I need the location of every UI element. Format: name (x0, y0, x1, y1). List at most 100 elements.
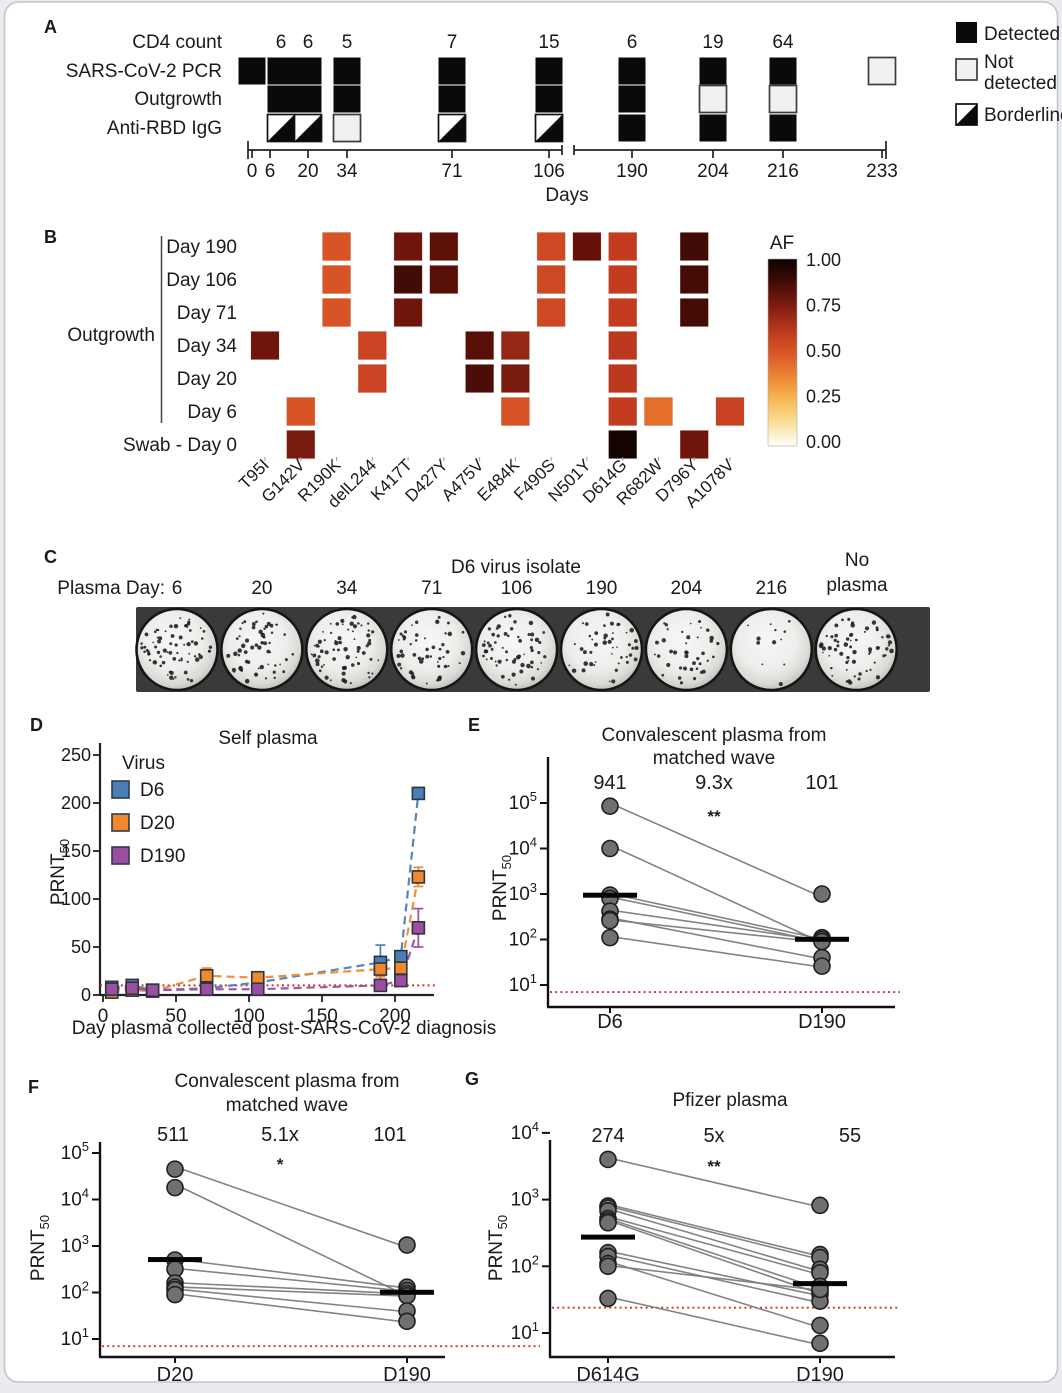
plaque-dot (543, 655, 547, 659)
plaque-dot (853, 675, 856, 678)
plaque-dot (442, 655, 445, 659)
plaque-dot (611, 637, 614, 641)
plaque-dot (887, 640, 893, 645)
fold-change: 9.3x (695, 772, 733, 794)
grid-square-detected (535, 57, 563, 85)
plaque-dot (834, 633, 839, 638)
plaque-dot (340, 618, 345, 623)
row-label-cd4: CD4 count (132, 32, 222, 53)
x-tick-label: 100 (233, 1006, 265, 1027)
plaque-dot (666, 662, 671, 668)
plaque-dot (616, 646, 618, 648)
heatmap-cell (608, 430, 638, 459)
plaque-dot (143, 650, 146, 654)
plaque-dot (581, 622, 585, 625)
legend-swatch-d6 (111, 780, 130, 799)
plaque-dot (267, 663, 270, 666)
plaque-dot (245, 638, 250, 643)
heatmap-cell (679, 265, 709, 294)
x-tick-label: 0 (98, 1006, 109, 1027)
y-tick-label: 50 (71, 937, 91, 957)
plaque-dot (863, 630, 866, 633)
plaque-dot (458, 662, 461, 665)
plaque-dot (517, 635, 520, 639)
plaque-dot (208, 645, 213, 649)
plaque-dot (264, 677, 268, 680)
legend-label-not-detected-line1: Not (984, 52, 1014, 73)
plaque-dot (681, 630, 684, 634)
heatmap-cell (644, 397, 673, 426)
category-label-d190: D190 (796, 1364, 844, 1386)
plaque-dot (887, 644, 890, 647)
data-point-right (813, 957, 831, 975)
plaque-dot (698, 662, 702, 666)
panel-g: G Pfizer plasma PRNT50 274 5x 55 ** D614… (465, 1069, 900, 1386)
y-tick-label: 150 (61, 841, 91, 861)
pair-line (614, 1220, 814, 1288)
plaque-dot (484, 649, 489, 654)
plaque-dot (858, 672, 862, 676)
plaque-dot (530, 676, 536, 681)
plaque-dot (318, 645, 320, 648)
plaque-dot (830, 666, 833, 670)
plaque-dot (399, 632, 403, 636)
plaque-dot (517, 654, 521, 659)
plaque-dot (871, 620, 877, 625)
heatmap-cell (322, 232, 351, 261)
plaque-dot (159, 655, 162, 658)
plaque-dot (701, 651, 705, 656)
category-label-d20: D20 (157, 1364, 194, 1386)
heatmap-cell (429, 232, 459, 261)
plaque-dot (186, 660, 189, 664)
y-tick-label: 105 (61, 1139, 89, 1164)
legend-swatch-not-detected (955, 58, 978, 81)
grid-square-detected (769, 114, 797, 142)
plaque-dot (661, 638, 666, 643)
grid-square-borderline-triangle (438, 114, 466, 142)
data-point-right (398, 1312, 416, 1331)
plaque-dot (849, 645, 853, 649)
plaque-dot (401, 634, 405, 638)
heatmap-row-label: Day 71 (177, 303, 237, 324)
plaque-dot (356, 661, 361, 666)
data-point-d6 (411, 786, 426, 801)
plaque-dot (257, 667, 260, 670)
heatmap-cell (608, 232, 638, 261)
plaque-dot (605, 612, 610, 617)
pair-line (614, 1217, 814, 1274)
plaque-dot (243, 650, 248, 655)
plaque-dot (396, 653, 401, 658)
plaque-dot (514, 683, 517, 686)
category-label-d6: D6 (597, 1011, 623, 1033)
y-tick-label: 105 (509, 789, 537, 814)
significance-marker: ** (707, 1157, 721, 1176)
plaque-dot (367, 671, 370, 675)
plaque-dot (669, 649, 673, 654)
pair-line (614, 1297, 814, 1345)
plaque-dot (324, 650, 329, 655)
pair-line (614, 1251, 814, 1296)
plaque-dot (528, 620, 534, 626)
plaque-dot (656, 654, 661, 658)
plaque-dot (317, 655, 321, 659)
data-point-d190 (145, 983, 160, 998)
grid-square-detected (267, 85, 295, 113)
plaque-dot (483, 640, 486, 643)
data-point-left (601, 928, 619, 947)
panel-d: D Self plasma PRNT50 Day plasma collecte… (30, 715, 496, 1039)
plaque-dot (579, 647, 584, 651)
plaque-dot (402, 637, 406, 641)
heatmap-cell (286, 397, 316, 426)
pair-line (614, 1158, 814, 1207)
plaque-dot (198, 653, 201, 656)
plaque-dot (251, 622, 256, 626)
plaque-dot (495, 664, 498, 667)
plaque-dot (259, 664, 264, 670)
plaque-dot (310, 653, 313, 656)
plaque-dot (284, 658, 288, 662)
plaque-dot (530, 648, 534, 653)
panel-c: C D6 virus isolate No plasma Plasma Day:… (44, 547, 930, 692)
plaque-dot (706, 628, 710, 632)
plaque-dot (263, 641, 268, 646)
plaque-dot (868, 653, 871, 656)
